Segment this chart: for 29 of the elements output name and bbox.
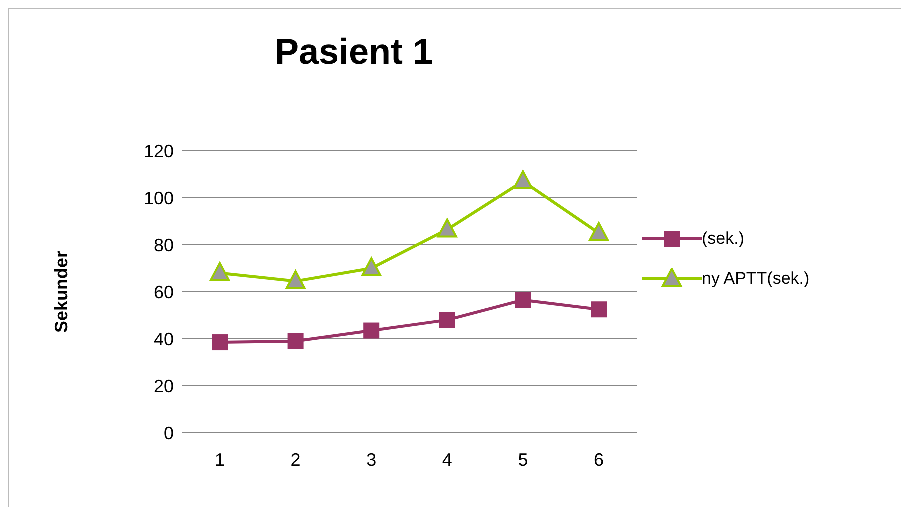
point <box>288 333 304 350</box>
point <box>591 302 607 318</box>
point <box>210 262 230 282</box>
y-axis-title: Sekunder <box>51 250 72 334</box>
y-tick-label: 20 <box>154 376 174 396</box>
y-tick-label: 100 <box>144 188 174 208</box>
point <box>589 222 609 242</box>
point <box>362 258 382 276</box>
y-tick-label: 80 <box>154 235 174 256</box>
x-tick-label: 2 <box>290 450 301 470</box>
x-tick-label: 4 <box>442 450 452 470</box>
y-tick-label: 60 <box>154 282 174 302</box>
chart-title: Pasient 1 <box>274 31 434 73</box>
y-tick-label: 0 <box>164 423 174 444</box>
y-tick-label: 120 <box>144 141 174 162</box>
legend-label: ny APTT(sek.) <box>702 268 810 288</box>
point <box>437 218 458 238</box>
point <box>212 334 228 351</box>
x-tick-label: 1 <box>214 450 226 470</box>
x-tick-label: 5 <box>518 450 528 470</box>
point <box>364 322 380 339</box>
legend-label: (sek.) <box>702 228 744 248</box>
point <box>286 270 306 290</box>
point <box>513 170 534 190</box>
x-tick-label: 6 <box>594 450 604 470</box>
point <box>439 312 456 328</box>
point <box>515 292 532 308</box>
y-tick-label: 40 <box>154 329 174 350</box>
x-tick-label: 3 <box>366 450 377 470</box>
